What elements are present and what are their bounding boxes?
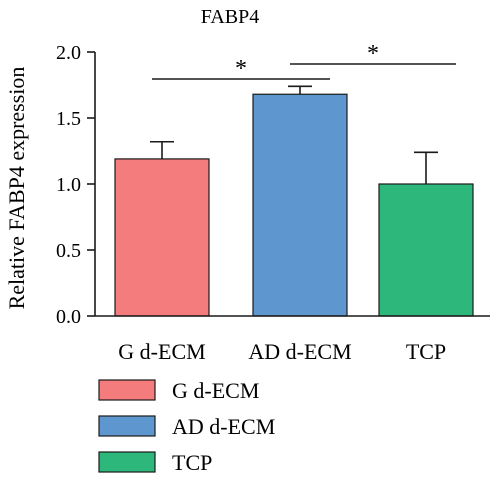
y-tick-label: 1.0	[56, 174, 81, 196]
significance-label: *	[235, 56, 247, 82]
legend: G d-ECM AD d-ECM TCP	[98, 378, 275, 475]
y-tick-label: 1.5	[56, 108, 81, 130]
bar	[114, 158, 210, 317]
bar	[252, 93, 348, 317]
legend-label: G d-ECM	[172, 378, 259, 403]
x-tick-label: TCP	[406, 339, 446, 364]
legend-swatch	[98, 379, 156, 401]
y-tick-label: 0.5	[56, 240, 81, 262]
legend-label: TCP	[172, 450, 212, 475]
legend-swatch	[98, 415, 156, 437]
y-axis-label: Relative FABP4 expression	[4, 67, 29, 310]
y-tick-label: 2.0	[56, 42, 81, 64]
plot-area: G d-ECM AD d-ECM TCP 0.0 0.5 1.0 1.5 2.0 * *	[56, 41, 490, 364]
y-tick-label: 0.0	[56, 306, 81, 328]
legend-label: AD d-ECM	[172, 414, 275, 439]
x-tick-label: AD d-ECM	[248, 339, 351, 364]
x-tick-label: G d-ECM	[118, 339, 205, 364]
significance-label: *	[367, 41, 379, 67]
chart-title: FABP4	[201, 6, 260, 28]
bar	[378, 183, 474, 317]
legend-swatch	[98, 451, 156, 473]
